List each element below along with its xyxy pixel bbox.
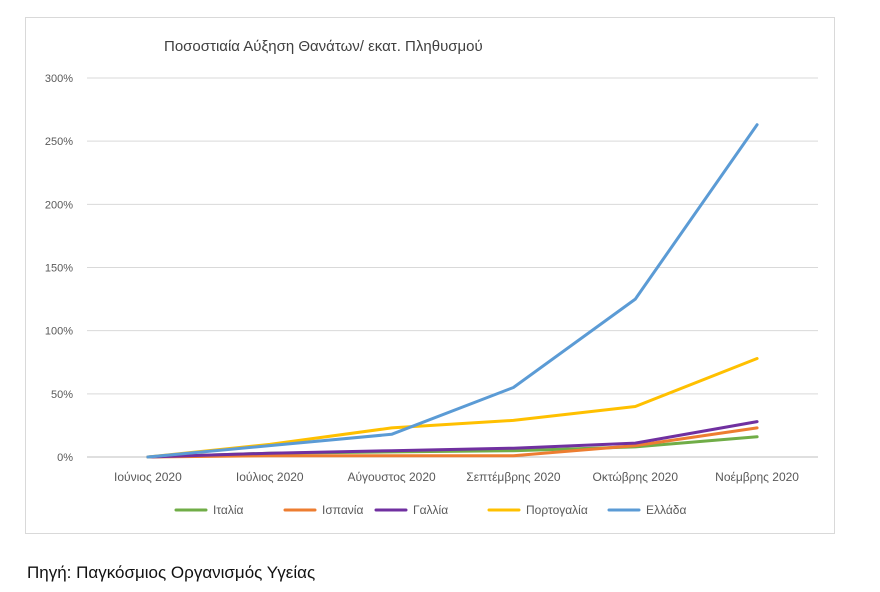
series-line-Ισπανία bbox=[146, 426, 759, 459]
y-tick-label: 150% bbox=[45, 263, 73, 275]
legend-label: Ελλάδα bbox=[646, 503, 686, 517]
series-line-Γαλλία bbox=[146, 420, 759, 459]
legend-label: Γαλλία bbox=[413, 503, 448, 517]
y-tick-label: 0% bbox=[57, 452, 73, 464]
series-line-Ελλάδα bbox=[146, 123, 759, 459]
legend-label: Ισπανία bbox=[322, 503, 363, 517]
legend-label: Ιταλία bbox=[213, 503, 244, 517]
x-tick-label: Σεπτέμβρης 2020 bbox=[466, 470, 561, 484]
y-tick-label: 50% bbox=[51, 389, 73, 401]
source-caption: Πηγή: Παγκόσμιος Οργανισμός Υγείας bbox=[27, 563, 316, 582]
y-tick-label: 300% bbox=[45, 73, 73, 85]
chart-title: Ποσοστιαία Αύξηση Θανάτων/ εκατ. Πληθυσμ… bbox=[164, 38, 483, 55]
x-tick-label: Ιούνιος 2020 bbox=[114, 470, 182, 484]
x-tick-label: Νοέμβρης 2020 bbox=[715, 470, 799, 484]
x-tick-label: Αύγουστος 2020 bbox=[347, 470, 436, 484]
x-tick-label: Οκτώβρης 2020 bbox=[593, 470, 679, 484]
legend-label: Πορτογαλία bbox=[526, 503, 588, 517]
y-tick-label: 250% bbox=[45, 136, 73, 148]
line-chart: Ποσοστιαία Αύξηση Θανάτων/ εκατ. Πληθυσμ… bbox=[45, 38, 818, 517]
y-tick-label: 100% bbox=[45, 326, 73, 338]
chart-frame: Ποσοστιαία Αύξηση Θανάτων/ εκατ. Πληθυσμ… bbox=[25, 17, 835, 534]
y-tick-label: 200% bbox=[45, 199, 73, 211]
x-tick-label: Ιούλιος 2020 bbox=[236, 470, 304, 484]
